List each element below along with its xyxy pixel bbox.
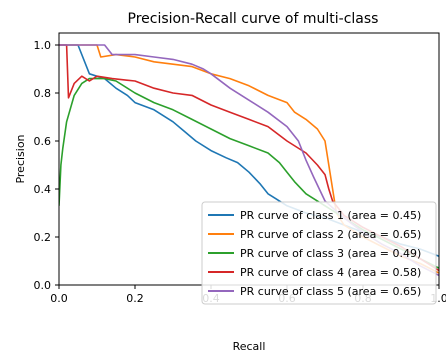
legend-label-class-4: PR curve of class 4 (area = 0.58) <box>240 266 421 279</box>
y-tick-label: 1.0 <box>34 39 52 52</box>
y-tick-label: 0.2 <box>34 231 52 244</box>
x-axis-label: Recall <box>233 340 266 353</box>
y-tick-label: 0.4 <box>34 183 52 196</box>
legend-label-class-3: PR curve of class 3 (area = 0.49) <box>240 247 421 260</box>
y-axis-label: Precision <box>14 134 27 183</box>
y-tick-label: 0.8 <box>34 87 52 100</box>
legend-label-class-1: PR curve of class 1 (area = 0.45) <box>240 209 421 222</box>
legend-label-class-5: PR curve of class 5 (area = 0.65) <box>240 285 421 298</box>
y-axis: 0.0 0.2 0.4 0.6 0.8 1.0 <box>34 39 59 292</box>
y-tick-label: 0.0 <box>34 279 52 292</box>
legend-label-class-2: PR curve of class 2 (area = 0.65) <box>240 228 421 241</box>
y-tick-label: 0.6 <box>34 135 52 148</box>
legend-box <box>201 201 437 305</box>
legend: PR curve of class 1 (area = 0.45) PR curv… <box>201 201 437 305</box>
chart-title: Precision-Recall curve of multi-class <box>128 11 379 27</box>
x-tick-label: 0.0 <box>50 292 68 305</box>
x-tick-label: 0.2 <box>126 292 144 305</box>
